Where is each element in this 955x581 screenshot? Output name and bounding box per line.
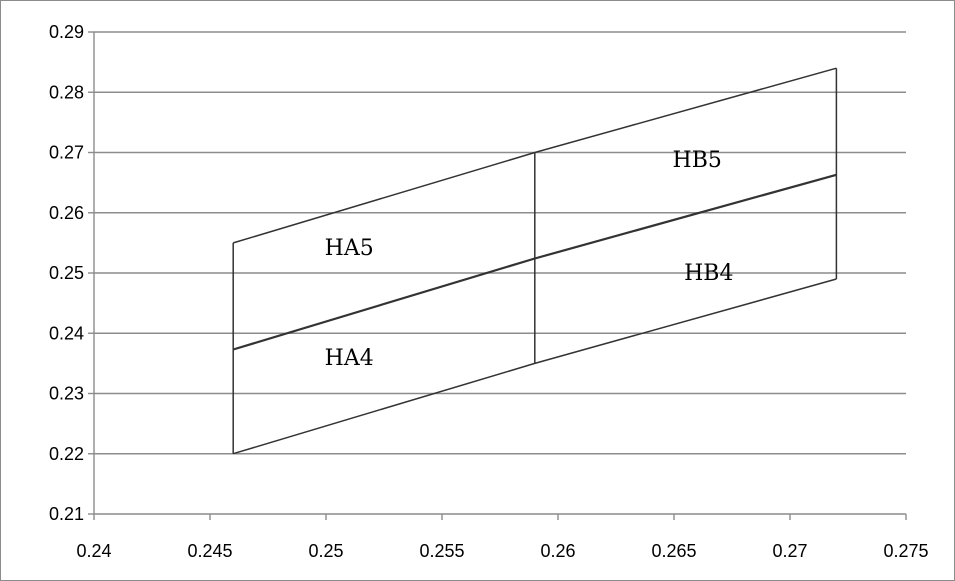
y-tick-label: 0.26 <box>49 203 84 223</box>
axes: 0.21 0.22 0.23 0.24 0.25 0.26 0.27 0.28 0.29 0.24… <box>49 22 929 561</box>
x-tick-label: 0.245 <box>187 541 232 561</box>
x-tick-label: 0.24 <box>76 541 111 561</box>
y-tick-label: 0.25 <box>49 263 84 283</box>
x-tick-label: 0.27 <box>772 541 807 561</box>
y-tick-label: 0.28 <box>49 82 84 102</box>
y-tick-label: 0.29 <box>49 22 84 42</box>
y-tick-label: 0.27 <box>49 143 84 163</box>
x-tick-label: 0.275 <box>883 541 928 561</box>
region-label: HB5 <box>673 148 722 173</box>
x-tick-label: 0.26 <box>540 541 575 561</box>
region-label: HA5 <box>325 236 374 261</box>
region-labels: HA5 HA4 HB5 HB4 <box>325 148 734 371</box>
x-tick-label: 0.25 <box>308 541 343 561</box>
grid-lines <box>94 31 906 455</box>
region-label: HA4 <box>325 346 374 371</box>
y-tick-label: 0.24 <box>49 323 84 343</box>
region-label: HB4 <box>684 261 733 286</box>
series-lines <box>232 67 838 455</box>
x-tick-label: 0.255 <box>419 541 464 561</box>
y-tick-label: 0.21 <box>49 504 84 524</box>
x-tick-label: 0.265 <box>651 541 696 561</box>
y-tick-label: 0.22 <box>49 444 84 464</box>
y-tick-label: 0.23 <box>49 384 84 404</box>
